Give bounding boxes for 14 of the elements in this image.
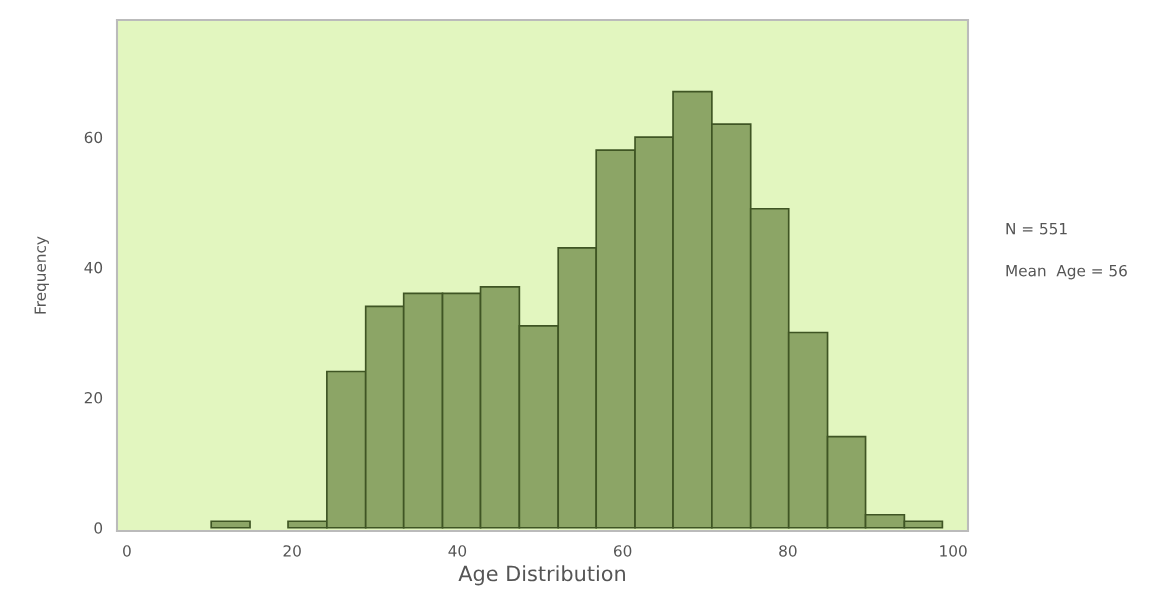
x-tick-label: 40 bbox=[448, 545, 467, 557]
x-axis-title: Age Distribution bbox=[458, 565, 625, 586]
y-tick-label: 40 bbox=[84, 261, 103, 274]
y-tick-label: 20 bbox=[84, 392, 103, 404]
y-axis-title: Frequency bbox=[34, 236, 49, 314]
text: Mean Age = 56 bbox=[1006, 264, 1127, 280]
y-tick-label: 0 bbox=[94, 522, 103, 534]
x-tick-label: 0 bbox=[123, 545, 131, 557]
y-tick-label: 60 bbox=[84, 131, 103, 144]
x-tick-label: 20 bbox=[283, 545, 301, 557]
x-tick-label: 80 bbox=[779, 545, 797, 557]
text: N = 551 bbox=[1006, 223, 1067, 235]
x-tick-label: 60 bbox=[613, 545, 632, 557]
x-tick-label: 100 bbox=[940, 545, 967, 557]
